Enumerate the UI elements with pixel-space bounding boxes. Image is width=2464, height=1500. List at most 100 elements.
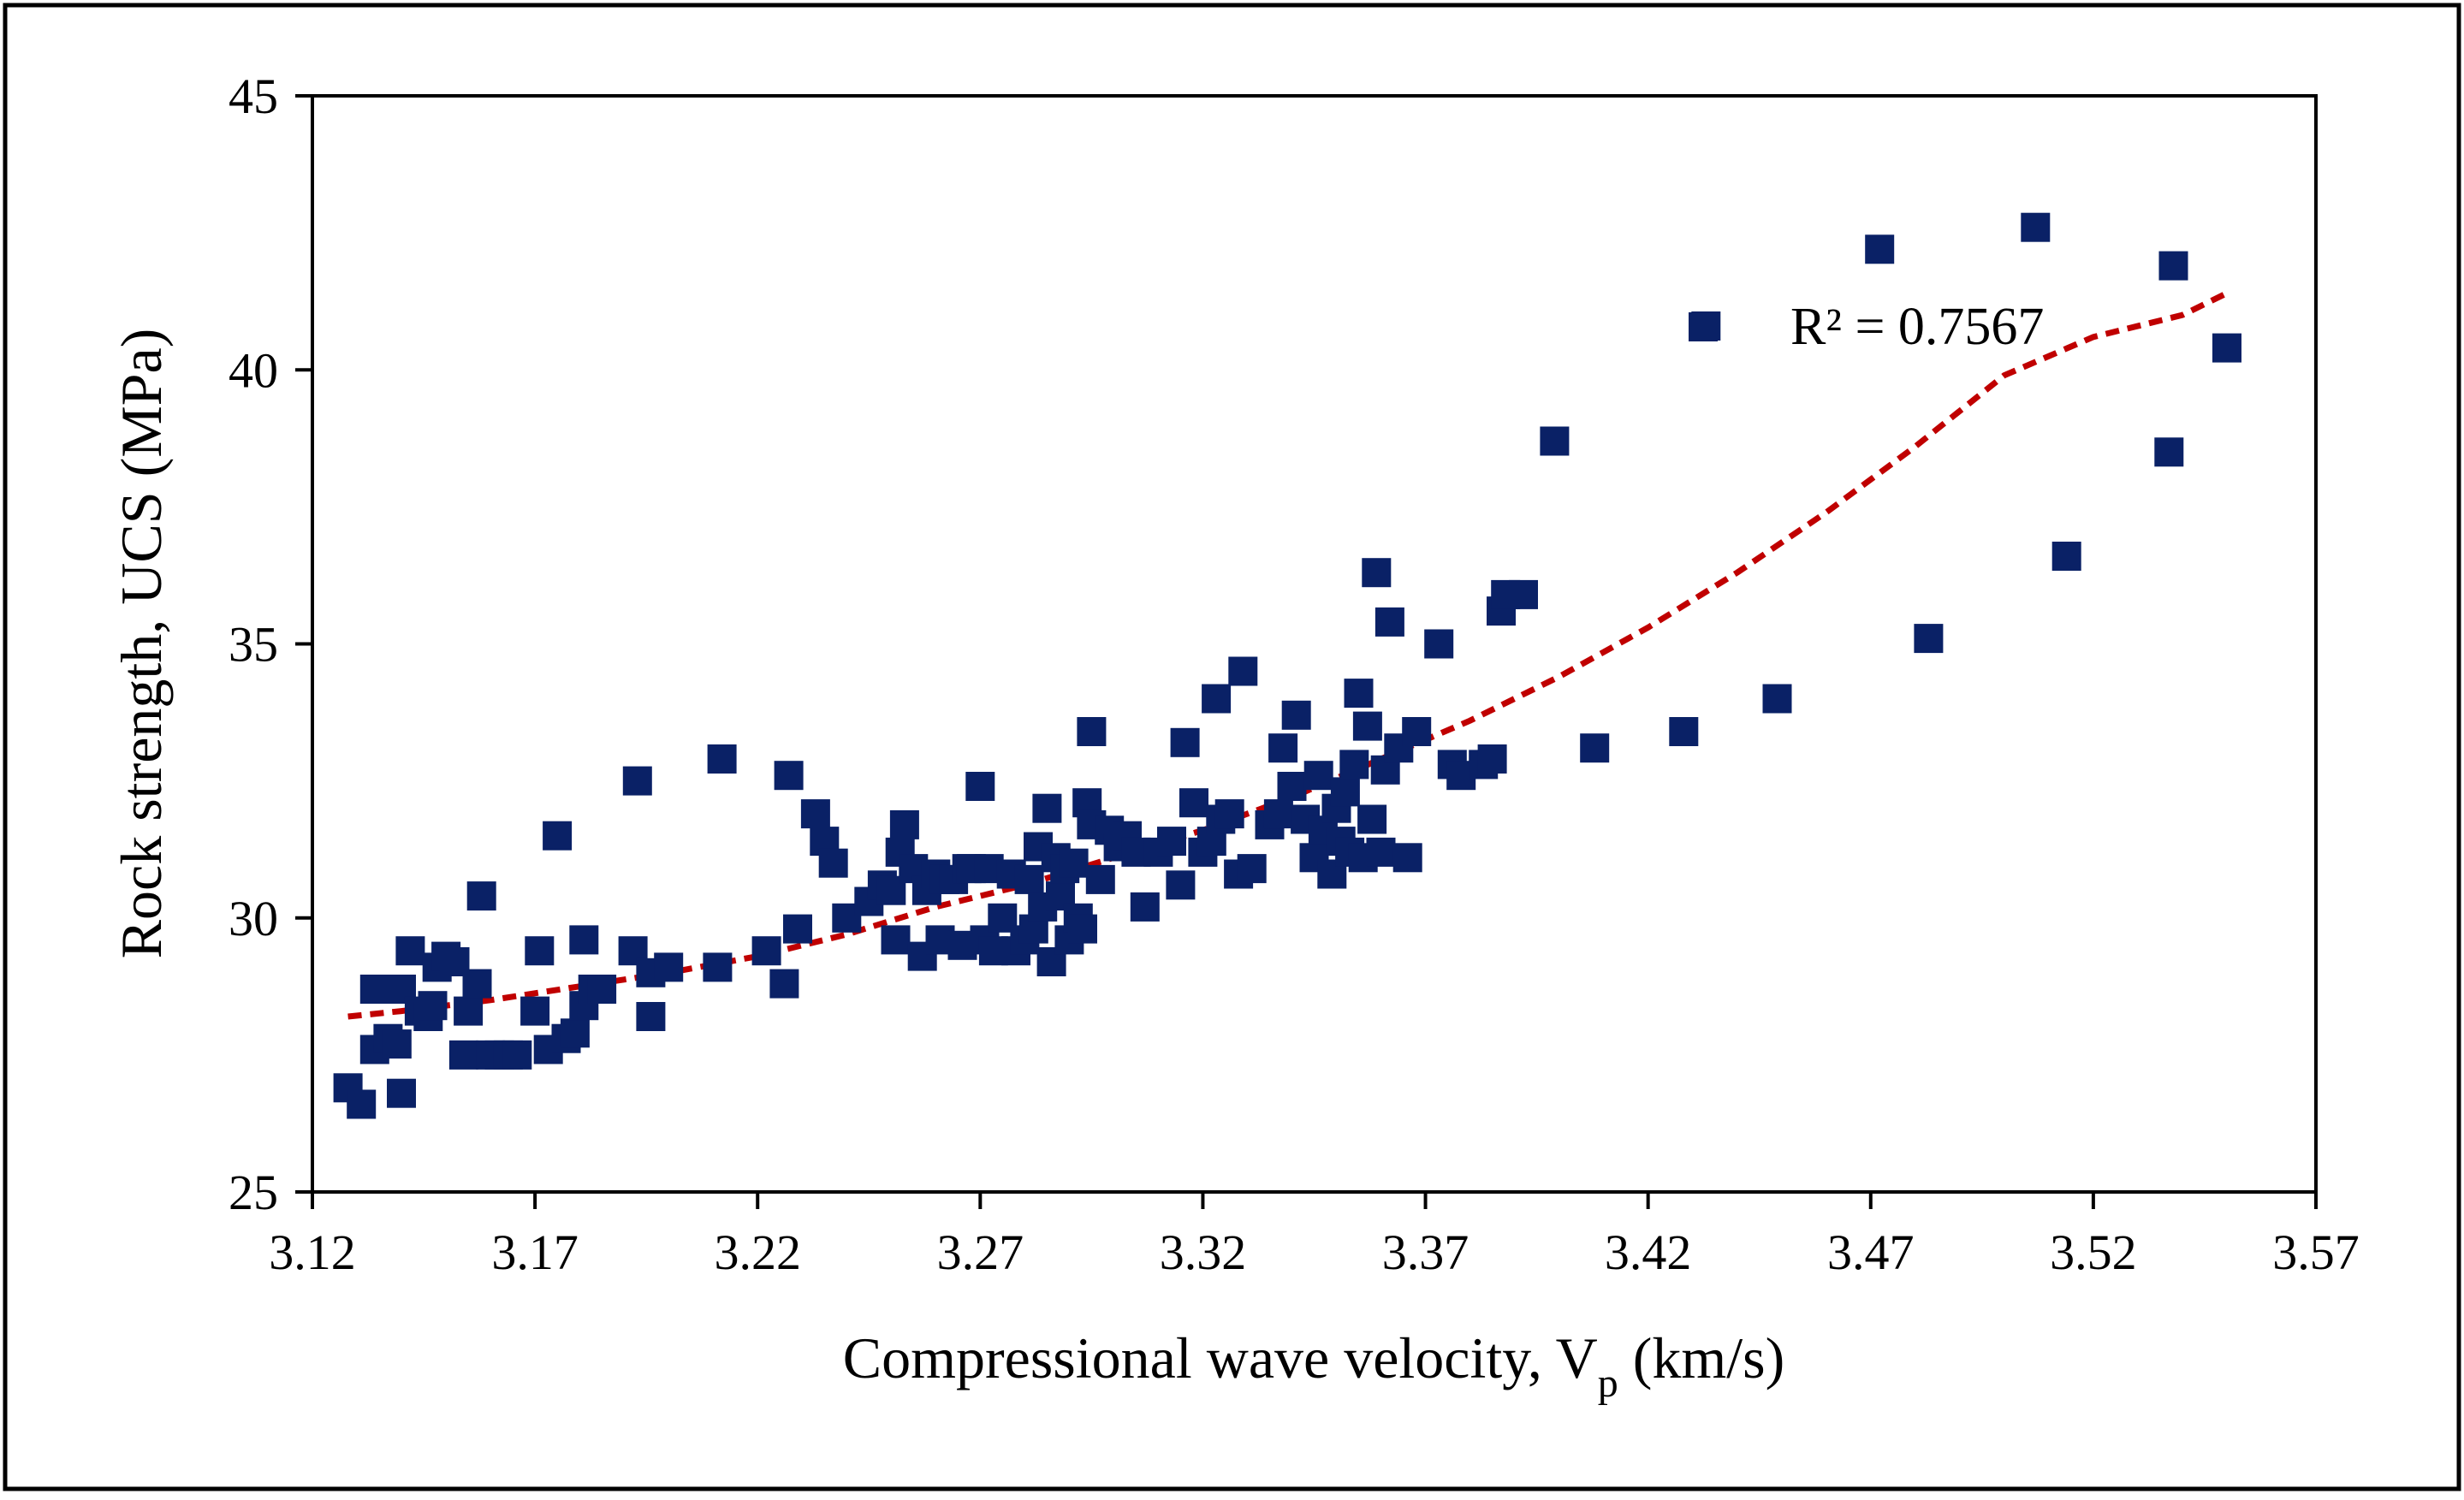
data-point xyxy=(1237,854,1267,884)
data-point xyxy=(1865,234,1895,264)
x-axis-ticks: 3.12 3.17 3.22 3.27 3.32 3.37 3.42 3.47 3.52 3.57 xyxy=(269,1192,2360,1280)
y-tick-label: 40 xyxy=(229,342,278,398)
data-point xyxy=(2051,542,2081,571)
data-point xyxy=(1170,727,1200,757)
x-tick-label: 3.22 xyxy=(714,1224,801,1280)
data-point xyxy=(587,975,617,1004)
data-point xyxy=(2212,333,2241,363)
data-point xyxy=(889,809,919,839)
data-point xyxy=(347,1089,377,1119)
y-tick-label: 25 xyxy=(229,1165,278,1220)
data-point xyxy=(703,952,733,982)
data-point xyxy=(1166,870,1196,900)
data-point xyxy=(448,1040,478,1070)
data-point xyxy=(1268,733,1298,763)
data-point xyxy=(502,1040,532,1070)
r2-label: R² = 0.7567 xyxy=(1790,298,2044,356)
data-point xyxy=(1130,892,1160,922)
data-point xyxy=(965,772,995,801)
data-point xyxy=(1914,624,1944,654)
x-tick-label: 3.47 xyxy=(1827,1224,1915,1280)
x-tick-label: 3.27 xyxy=(937,1224,1024,1280)
data-point xyxy=(1014,864,1044,894)
x-axis-title-main: Compressional wave velocity, V xyxy=(843,1325,1598,1390)
data-point xyxy=(1157,827,1186,857)
r2-annotation: R² = 0.7567 xyxy=(1689,298,2044,356)
data-point xyxy=(466,881,496,911)
y-tick-label: 45 xyxy=(229,68,278,124)
data-point xyxy=(1277,772,1307,801)
y-axis-title: Rock strength, UCS (MPa) xyxy=(109,329,174,959)
data-point xyxy=(1214,799,1244,829)
data-point xyxy=(1352,711,1382,741)
x-tick-label: 3.12 xyxy=(269,1224,356,1280)
data-point xyxy=(783,914,812,944)
data-point xyxy=(1357,804,1387,834)
data-point xyxy=(1402,717,1432,746)
x-tick-label: 3.37 xyxy=(1382,1224,1469,1280)
data-point xyxy=(1344,679,1374,708)
x-tick-label: 3.57 xyxy=(2272,1224,2360,1280)
data-point xyxy=(2158,251,2188,281)
data-point xyxy=(569,925,599,955)
data-point xyxy=(1669,717,1699,746)
data-point xyxy=(769,969,799,999)
y-axis-ticks: 25 30 35 40 45 xyxy=(229,68,312,1220)
data-point xyxy=(395,936,425,966)
data-point xyxy=(387,1078,416,1108)
data-point xyxy=(1366,837,1396,867)
data-point xyxy=(2154,437,2184,467)
data-point xyxy=(462,969,492,999)
x-axis-title: Compressional wave velocity, Vp (km/s) xyxy=(843,1325,1785,1406)
data-point xyxy=(1263,799,1293,829)
x-tick-label: 3.42 xyxy=(1605,1224,1692,1280)
data-point xyxy=(1059,848,1089,878)
legend-marker xyxy=(1689,312,1718,341)
data-point xyxy=(1374,607,1404,637)
data-point xyxy=(636,1002,666,1031)
data-point xyxy=(800,799,830,829)
data-point xyxy=(418,991,448,1021)
data-point xyxy=(382,1029,412,1059)
data-point xyxy=(1085,864,1115,894)
x-tick-label: 3.32 xyxy=(1160,1224,1247,1280)
data-point xyxy=(560,1018,590,1048)
data-point xyxy=(1362,558,1392,588)
data-point xyxy=(774,761,804,791)
data-point xyxy=(1228,656,1258,686)
y-tick-label: 35 xyxy=(229,617,278,673)
data-point xyxy=(751,936,781,966)
data-point xyxy=(1540,426,1570,456)
data-point xyxy=(1580,733,1610,763)
data-points xyxy=(333,212,2241,1119)
data-point xyxy=(622,766,652,796)
data-point xyxy=(654,952,684,982)
data-point xyxy=(1032,793,1062,823)
data-point xyxy=(1281,700,1311,730)
data-point xyxy=(1392,843,1422,873)
data-point xyxy=(1762,684,1792,714)
outer-border xyxy=(3,3,2461,1491)
data-point xyxy=(520,996,550,1026)
data-point xyxy=(543,821,573,851)
x-tick-label: 3.17 xyxy=(491,1224,579,1280)
data-point xyxy=(1068,914,1097,944)
data-point xyxy=(454,996,484,1026)
data-point xyxy=(1303,761,1333,791)
data-point xyxy=(1424,629,1454,659)
data-point xyxy=(1330,777,1360,807)
data-point xyxy=(1509,579,1538,609)
data-point xyxy=(1202,684,1232,714)
data-point xyxy=(1179,788,1208,818)
data-point xyxy=(1077,717,1107,746)
y-tick-label: 30 xyxy=(229,891,278,946)
data-point xyxy=(1339,750,1369,780)
data-point xyxy=(881,925,911,955)
data-point xyxy=(2021,212,2051,242)
data-point xyxy=(707,744,737,774)
data-point xyxy=(1477,744,1507,774)
data-point xyxy=(359,975,389,1004)
x-axis-title-subscript: p xyxy=(1598,1361,1618,1406)
